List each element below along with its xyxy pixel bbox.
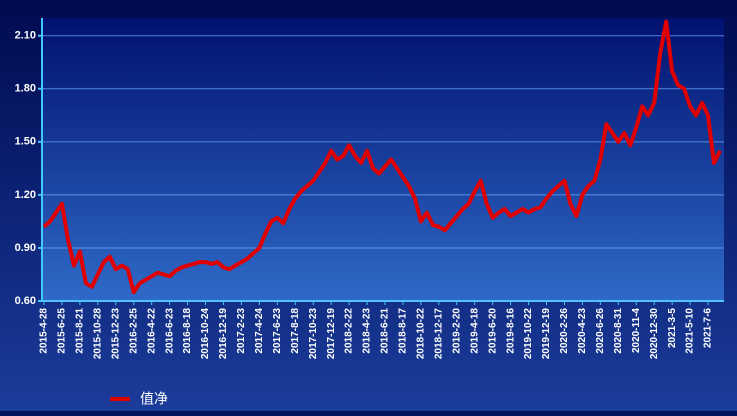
x-tick-label: 2016-8-18 xyxy=(182,308,193,354)
x-tick-label: 2015-10-28 xyxy=(92,308,103,360)
x-tick-label: 2019-10-22 xyxy=(523,308,534,360)
x-tick-label: 2018-6-21 xyxy=(380,308,391,354)
x-tick-label: 2016-6-23 xyxy=(164,308,175,354)
x-tick-label: 2017-12-19 xyxy=(326,308,337,360)
x-tick-label: 2015-8-21 xyxy=(75,308,86,354)
x-tick-label: 2020-4-23 xyxy=(577,308,588,354)
x-tick-label: 2017-10-23 xyxy=(308,308,319,360)
x-tick-label: 2015-12-23 xyxy=(110,308,121,360)
x-tick-label: 2020-2-26 xyxy=(559,308,570,354)
x-tick-label: 2015-6-25 xyxy=(57,308,68,354)
series-line xyxy=(42,19,722,295)
y-tick-label: 1.50 xyxy=(15,136,36,148)
x-tick-label: 2019-12-19 xyxy=(541,308,552,360)
x-tick-label: 2019-4-18 xyxy=(469,308,480,354)
x-tick-label: 2016-4-22 xyxy=(146,308,157,354)
x-tick-label: 2018-12-17 xyxy=(433,308,444,360)
x-tick-label: 2019-8-16 xyxy=(505,308,516,354)
x-tick-label: 2020-11-4 xyxy=(631,308,642,353)
x-tick-label: 2018-4-23 xyxy=(362,308,373,354)
y-tick-label: 0.60 xyxy=(15,295,36,307)
x-tick-label: 2020-6-26 xyxy=(595,308,606,354)
x-tick-label: 2018-10-22 xyxy=(416,308,427,360)
plot-area xyxy=(42,18,724,301)
y-tick-label: 1.20 xyxy=(15,189,36,201)
x-tick-label: 2016-2-25 xyxy=(128,308,139,354)
x-tick-label: 2015-4-28 xyxy=(39,308,50,354)
y-tick-label: 1.80 xyxy=(15,83,36,95)
x-tick-label: 2019-2-20 xyxy=(451,308,462,354)
x-tick-label: 2020-12-30 xyxy=(649,308,660,360)
legend-label: 值净 xyxy=(140,391,168,407)
x-tick-label: 2021-5-10 xyxy=(685,308,696,354)
y-tick-label: 0.90 xyxy=(15,242,36,254)
x-tick-label: 2017-6-23 xyxy=(272,308,283,354)
x-tick-label: 2018-8-17 xyxy=(398,308,409,354)
x-tick-label: 2017-4-24 xyxy=(254,308,265,354)
x-tick-label: 2019-6-20 xyxy=(487,308,498,354)
x-tick-label: 2020-8-31 xyxy=(613,308,624,354)
x-tick-label: 2018-2-22 xyxy=(344,308,355,354)
x-tick-label: 2021-3-5 xyxy=(667,308,678,348)
x-tick-label: 2016-12-19 xyxy=(218,308,229,360)
x-tick-label: 2017-8-18 xyxy=(290,308,301,354)
x-tick-label: 2017-2-23 xyxy=(236,308,247,354)
y-tick-label: 2.10 xyxy=(15,30,36,42)
x-tick-label: 2016-10-24 xyxy=(200,308,211,360)
x-tick-label: 2021-7-6 xyxy=(703,308,714,348)
